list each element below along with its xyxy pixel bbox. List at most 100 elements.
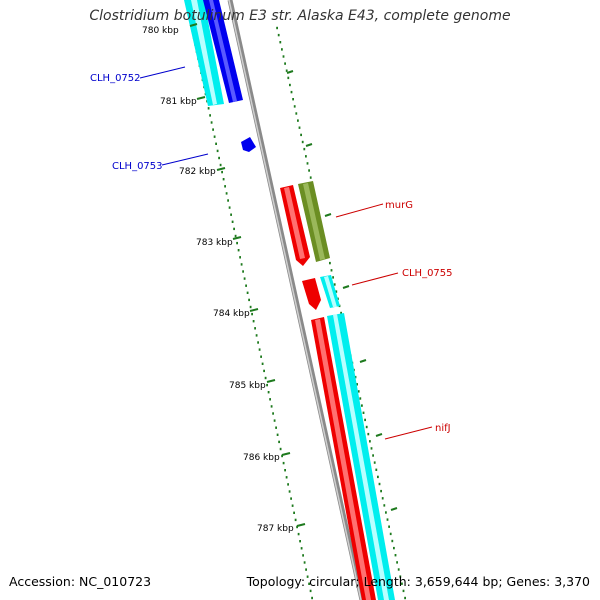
minor-tick-dot: [273, 419, 276, 422]
minor-tick-dot: [246, 291, 249, 294]
gene-clh0755-feature[interactable]: [302, 278, 321, 310]
minor-tick-dot: [306, 575, 309, 578]
minor-tick-dot: [386, 518, 389, 521]
right-tick: [390, 507, 398, 511]
minor-tick-dot: [388, 525, 390, 528]
right-tick: [324, 213, 332, 217]
leader-line-murg: [335, 203, 384, 218]
genome-backbone-highlight: [228, 0, 362, 600]
minor-tick-dot: [266, 383, 268, 387]
gene-label-clh0752[interactable]: CLH_0752: [90, 73, 141, 84]
minor-tick-dot: [375, 468, 378, 471]
minor-tick-dot: [212, 128, 214, 131]
major-tick: [216, 167, 226, 171]
minor-tick-dot: [277, 33, 280, 37]
right-tick-marks: [286, 70, 398, 511]
minor-tick-dot: [207, 107, 210, 110]
minor-tick-dot: [234, 234, 237, 238]
minor-tick-dot: [329, 261, 331, 265]
minor-tick-dot: [381, 497, 384, 500]
minor-tick-dot: [236, 241, 238, 245]
right-tick: [342, 285, 350, 289]
minor-tick-dot: [356, 383, 358, 386]
minor-tick-dot: [309, 176, 312, 179]
tick-label: 780 kbp: [142, 26, 179, 36]
minor-tick-dot: [369, 440, 371, 443]
minor-tick-dot: [383, 504, 386, 507]
minor-tick-dot: [394, 554, 397, 557]
minor-tick-dot: [365, 425, 368, 429]
minor-tick-dot: [308, 169, 310, 172]
minor-tick-dot: [357, 390, 360, 393]
minor-tick-dot: [281, 48, 283, 51]
leader-line-nifj: [384, 426, 433, 440]
minor-tick-dot: [260, 355, 262, 358]
tick-label: 784 kbp: [213, 309, 250, 319]
minor-tick-dot: [298, 126, 301, 129]
gene-olive-highlight: [303, 183, 325, 260]
major-tick: [232, 236, 242, 240]
minor-tick-dot: [240, 263, 243, 266]
minor-tick-dot: [287, 483, 289, 486]
accession-text: Accession: NC_010723: [9, 574, 152, 589]
minor-tick-dot: [293, 105, 296, 108]
leader-line-clh0755: [351, 272, 399, 286]
minor-tick-dot: [284, 469, 286, 472]
minor-tick-dot: [294, 518, 297, 522]
minor-tick-dot: [249, 305, 252, 309]
minor-tick-dot: [354, 375, 357, 379]
minor-tick-dot: [287, 76, 290, 80]
minor-tick-dot: [276, 433, 279, 436]
minor-tick-dot: [340, 311, 342, 315]
minor-tick-dot: [299, 540, 301, 543]
minor-tick-dot: [257, 341, 259, 344]
minor-tick-dot: [385, 511, 387, 514]
tick-label: 787 kbp: [257, 524, 294, 534]
minor-tick-dot: [297, 119, 299, 122]
minor-tick-dot: [282, 55, 285, 58]
major-tick: [196, 96, 206, 100]
minor-tick-dot: [255, 334, 258, 337]
minor-tick-dot: [397, 568, 400, 571]
minor-tick-dot: [281, 454, 283, 458]
minor-tick-dot: [272, 412, 274, 415]
minor-tick-dot: [290, 90, 293, 94]
minor-tick-dot: [288, 490, 291, 493]
gene-clh0753-feature[interactable]: [241, 137, 256, 152]
minor-tick-dot: [264, 376, 267, 380]
minor-tick-dot: [396, 561, 398, 564]
minor-tick-dot: [359, 397, 362, 400]
minor-tick-dot: [237, 249, 240, 252]
minor-tick-dot: [284, 62, 286, 65]
minor-tick-dot: [242, 270, 244, 273]
major-tick: [281, 452, 291, 456]
minor-tick-dot: [311, 596, 313, 600]
gene-murg-highlight: [284, 187, 305, 259]
minor-tick-dot: [302, 554, 304, 557]
gene-nifj-highlight: [315, 319, 371, 600]
minor-tick-dot: [279, 41, 282, 44]
minor-tick-dot: [258, 348, 261, 351]
minor-tick-dot: [377, 475, 379, 479]
minor-tick-dot: [243, 277, 246, 280]
tick-label: 781 kbp: [160, 97, 197, 107]
minor-tick-dot: [210, 121, 213, 124]
major-tick: [189, 23, 198, 27]
gene-label-clh0755[interactable]: CLH_0755: [402, 268, 453, 279]
minor-tick-dot: [248, 298, 250, 302]
minor-tick-dot: [364, 418, 366, 422]
minor-tick-dot: [219, 163, 222, 167]
right-tick: [286, 70, 294, 74]
gene-label-murg[interactable]: murG: [385, 200, 413, 211]
minor-tick-dot: [278, 440, 280, 444]
gene-label-clh0753[interactable]: CLH_0753: [112, 161, 163, 172]
gene-label-nifj[interactable]: nifJ: [435, 423, 451, 434]
minor-tick-dot: [303, 147, 306, 151]
minor-tick-dot: [233, 227, 235, 231]
minor-tick-dot: [252, 320, 255, 323]
minor-tick-dot: [251, 312, 253, 316]
minor-tick-dot: [269, 398, 271, 401]
minor-tick-dot: [391, 539, 394, 543]
minor-tick-dot: [224, 185, 226, 188]
